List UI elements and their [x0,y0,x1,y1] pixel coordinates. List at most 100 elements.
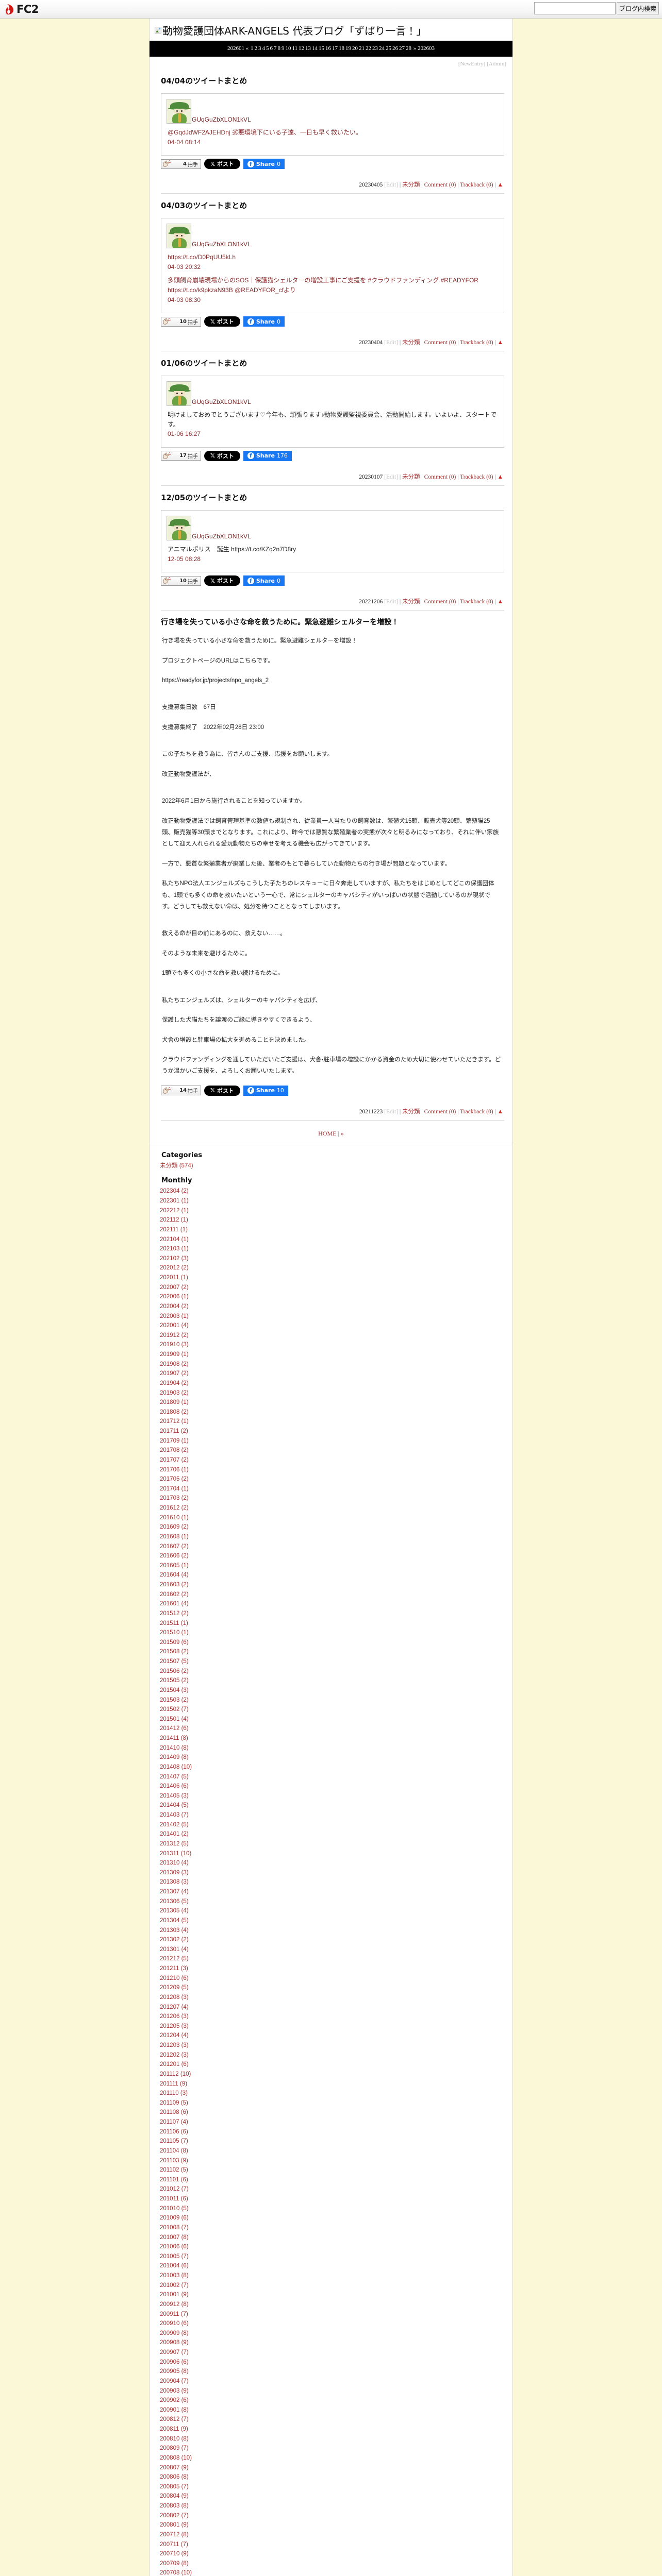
month-link[interactable]: 200910 [160,2320,180,2327]
month-link[interactable]: 201903 [160,1389,180,1396]
month-link[interactable]: 201509 [160,1639,180,1646]
month-link[interactable]: 201106 [160,2128,179,2135]
calendar-day-3[interactable]: 3 [258,45,261,52]
month-item[interactable]: 201107 (4) [160,2117,506,2127]
month-item[interactable]: 200805 (7) [160,2482,506,2492]
month-link[interactable]: 201602 [160,1591,180,1598]
month-link[interactable]: 200907 [160,2349,180,2356]
month-link[interactable]: 201510 [160,1630,180,1636]
month-item[interactable]: 200901 (8) [160,2405,506,2415]
calendar-day-22[interactable]: 22 [366,45,372,52]
month-link[interactable]: 201304 [160,1917,180,1924]
month-item[interactable]: 200711 (7) [160,2540,506,2550]
month-item[interactable]: 201607 (2) [160,1542,506,1552]
month-link[interactable]: 201101 [160,2176,179,2183]
month-item[interactable]: 201408 (10) [160,1762,506,1772]
month-link[interactable]: 201209 [160,1985,180,1991]
calendar-day-14[interactable]: 14 [312,45,318,52]
month-item[interactable]: 201910 (3) [160,1340,506,1350]
calendar-day-9[interactable]: 9 [281,45,285,52]
calendar-day-5[interactable]: 5 [266,45,269,52]
month-item[interactable]: 200811 (9) [160,2425,506,2434]
month-link[interactable]: 201402 [160,1821,180,1828]
month-link[interactable]: 201408 [160,1764,180,1770]
month-link[interactable]: 201109 [160,2099,179,2106]
month-item[interactable]: 201401 (2) [160,1829,506,1839]
month-item[interactable]: 201503 (2) [160,1696,506,1705]
scroll-to-top-icon[interactable]: ▲ [497,473,503,480]
entry-trackback-link[interactable]: Trackback (0) [460,599,493,605]
month-item[interactable]: 201709 (1) [160,1436,506,1446]
month-item[interactable]: 201403 (7) [160,1810,506,1820]
month-item[interactable]: 201207 (4) [160,2003,506,2012]
month-item[interactable]: 201309 (3) [160,1868,506,1878]
month-item[interactable]: 200904 (7) [160,2377,506,2386]
month-link[interactable]: 200908 [160,2340,180,2346]
month-link[interactable]: 200802 [160,2512,180,2519]
month-link[interactable]: 201712 [160,1418,180,1425]
month-item[interactable]: 201003 (8) [160,2271,506,2281]
month-link[interactable]: 201608 [160,1533,180,1540]
month-link[interactable]: 202212 [160,1207,180,1214]
month-link[interactable]: 201703 [160,1495,180,1502]
month-link[interactable]: 201211 [160,1965,179,1972]
month-link[interactable]: 201206 [160,2013,180,2020]
entry-category-link[interactable]: 未分類 [402,473,420,480]
month-item[interactable]: 200806 (8) [160,2472,506,2482]
month-item[interactable]: 201001 (9) [160,2290,506,2300]
month-item[interactable]: 201306 (5) [160,1897,506,1907]
month-item[interactable]: 202011 (1) [160,1273,506,1283]
month-link[interactable]: 201606 [160,1553,180,1560]
month-link[interactable]: 200811 [160,2426,179,2433]
month-item[interactable]: 200910 (6) [160,2319,506,2329]
month-item[interactable]: 201504 (3) [160,1686,506,1696]
month-item[interactable]: 201202 (3) [160,2050,506,2060]
month-link[interactable]: 201003 [160,2273,180,2279]
calendar-day-8[interactable]: 8 [277,45,280,52]
calendar-day-27[interactable]: 27 [399,45,405,52]
month-item[interactable]: 201211 (3) [160,1964,506,1974]
month-item[interactable]: 201412 (6) [160,1724,506,1734]
month-item[interactable]: 201009 (6) [160,2213,506,2223]
month-item[interactable]: 202007 (2) [160,1283,506,1293]
month-item[interactable]: 200712 (8) [160,2530,506,2540]
x-post-button[interactable]: 𝕏 ポスト [204,1085,240,1096]
month-item[interactable]: 201601 (4) [160,1599,506,1609]
month-link[interactable]: 201307 [160,1889,180,1895]
month-item[interactable]: 201006 (6) [160,2242,506,2252]
entry-trackback-link[interactable]: Trackback (0) [460,1108,493,1115]
month-link[interactable]: 201102 [160,2167,179,2174]
calendar-day-21[interactable]: 21 [359,45,365,52]
clap-button[interactable]: 4 拍手 [161,159,201,169]
month-item[interactable]: 201705 (2) [160,1475,506,1484]
month-link[interactable]: 201404 [160,1802,180,1809]
entry-edit-link[interactable]: [Edit] [384,473,398,480]
month-link[interactable]: 200903 [160,2387,180,2394]
month-link[interactable]: 201708 [160,1447,180,1454]
month-link[interactable]: 200904 [160,2378,180,2384]
calendar-next-month[interactable]: » 202603 [413,45,435,52]
month-item[interactable]: 201509 (6) [160,1638,506,1648]
month-item[interactable]: 201407 (5) [160,1772,506,1782]
calendar-day-20[interactable]: 20 [352,45,358,52]
month-link[interactable]: 200711 [160,2541,179,2548]
month-item[interactable]: 201105 (7) [160,2137,506,2146]
entry-category-link[interactable]: 未分類 [402,1108,420,1115]
month-item[interactable]: 202304 (2) [160,1187,506,1196]
calendar-day-1[interactable]: 1 [250,45,254,52]
month-item[interactable]: 201205 (3) [160,2022,506,2031]
month-item[interactable]: 201909 (1) [160,1350,506,1360]
month-item[interactable]: 201210 (6) [160,1974,506,1984]
scroll-to-top-icon[interactable]: ▲ [497,182,503,189]
month-item[interactable]: 202112 (1) [160,1215,506,1225]
month-item[interactable]: 202012 (2) [160,1263,506,1273]
month-item[interactable]: 201603 (2) [160,1580,506,1590]
month-link[interactable]: 201411 [160,1735,179,1742]
month-item[interactable]: 200809 (7) [160,2444,506,2453]
month-link[interactable]: 202011 [160,1275,179,1281]
category-link[interactable]: 未分類 [160,1162,178,1169]
month-link[interactable]: 200902 [160,2397,180,2404]
month-link[interactable]: 201809 [160,1399,180,1406]
calendar-day-24[interactable]: 24 [379,45,385,52]
x-post-button[interactable]: 𝕏 ポスト [204,450,240,461]
